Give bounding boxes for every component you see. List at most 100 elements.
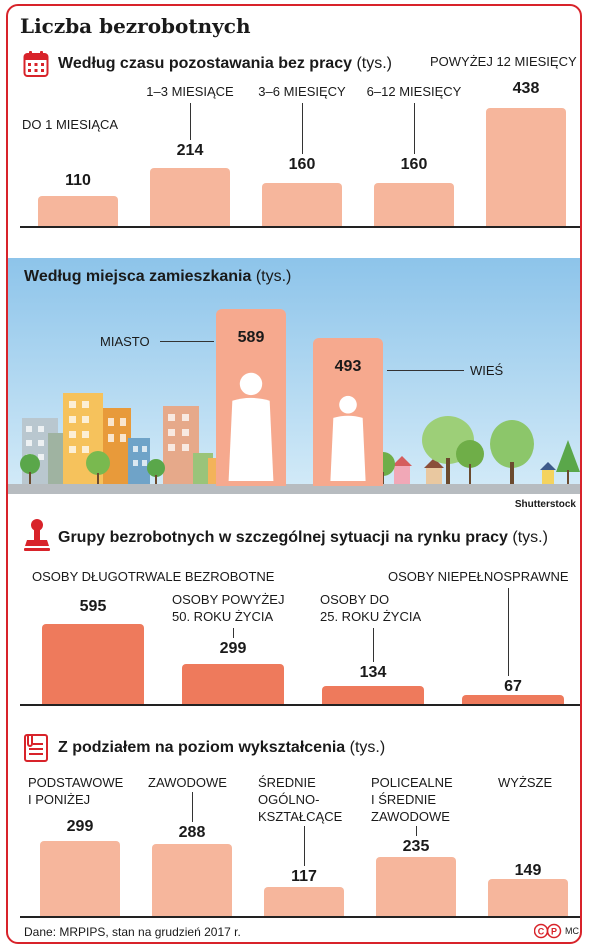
value-label: 438 bbox=[512, 80, 540, 97]
section-title-residence: Według miejsca zamieszkania (tys.) bbox=[24, 268, 291, 286]
category-label-line: 1–3 MIESIĄCE bbox=[146, 84, 234, 99]
category-label: OSOBY POWYŻEJ 50. ROKU ŻYCIA bbox=[172, 591, 372, 625]
value-label: 235 bbox=[402, 838, 430, 855]
calendar-icon bbox=[23, 50, 49, 83]
value-label: 589 bbox=[237, 329, 265, 346]
category-label: WYŻSZE bbox=[498, 774, 580, 791]
leader-line bbox=[387, 370, 464, 371]
category-label-line: OGÓLNO- bbox=[258, 792, 320, 807]
bar bbox=[486, 108, 566, 226]
category-label-line: 50. ROKU ŻYCIA bbox=[172, 609, 274, 624]
category-label-line: 25. ROKU ŻYCIA bbox=[320, 609, 422, 624]
bar bbox=[264, 887, 344, 916]
city-illustration bbox=[8, 258, 580, 494]
category-label-line: 3–6 MIESIĘCY bbox=[258, 84, 346, 99]
leader-line bbox=[416, 826, 417, 836]
leader-line bbox=[160, 341, 214, 342]
source-note: Dane: MRPIPS, stan na grudzień 2017 r. bbox=[24, 925, 241, 939]
baseline bbox=[20, 226, 580, 228]
leader-line bbox=[414, 103, 415, 154]
value-label: 160 bbox=[288, 156, 316, 173]
section-title-groups: Grupy bezrobotnych w szczególnej sytuacj… bbox=[58, 529, 548, 547]
baseline bbox=[20, 704, 580, 706]
leader-line bbox=[373, 628, 374, 662]
category-label: 6–12 MIESIĘCY bbox=[354, 83, 474, 100]
section-title-text: Według miejsca zamieszkania bbox=[24, 268, 252, 285]
value-label: 160 bbox=[400, 156, 428, 173]
category-label: PODSTAWOWE I PONIŻEJ bbox=[28, 774, 148, 808]
section-title-education: Z podziałem na poziom wykształcenia (tys… bbox=[58, 739, 385, 757]
value-label: 214 bbox=[176, 142, 204, 159]
category-label-line: 6–12 MIESIĘCY bbox=[366, 84, 462, 99]
category-label-line: PODSTAWOWE bbox=[28, 775, 124, 790]
value-label: 134 bbox=[359, 664, 387, 681]
leader-line bbox=[302, 103, 303, 154]
bar bbox=[38, 196, 118, 226]
bar bbox=[182, 664, 284, 704]
unit-label: (tys.) bbox=[349, 739, 386, 756]
bar bbox=[40, 841, 120, 916]
unit-label: (tys.) bbox=[356, 55, 392, 72]
category-label: 3–6 MIESIĘCY bbox=[242, 83, 362, 100]
bar bbox=[262, 183, 342, 226]
bar bbox=[322, 686, 424, 704]
category-label-line: OSOBY DO bbox=[320, 592, 390, 607]
category-label: ŚREDNIE OGÓLNO- KSZTAŁCĄCE bbox=[258, 774, 378, 825]
section-title-text: Grupy bezrobotnych w szczególnej sytuacj… bbox=[58, 529, 508, 546]
value-label: 299 bbox=[219, 640, 247, 657]
infographic-frame: Liczba bezrobotnych Według czasu pozosta… bbox=[6, 4, 582, 944]
leader-line bbox=[190, 103, 191, 140]
leader-line bbox=[233, 628, 234, 638]
section-title-text: Według czasu pozostawania bez pracy bbox=[58, 55, 352, 72]
bar bbox=[150, 168, 230, 226]
person-icon bbox=[330, 395, 366, 481]
category-label: WIEŚ bbox=[470, 363, 504, 378]
category-label-line: OSOBY POWYŻEJ bbox=[172, 592, 285, 607]
copyright-mark: C P bbox=[533, 923, 562, 939]
bar bbox=[152, 844, 232, 916]
bar bbox=[462, 695, 564, 704]
category-label: OSOBY DŁUGOTRWALE BEZROBOTNE bbox=[32, 568, 275, 585]
category-label-line: ZAWODOWE bbox=[148, 775, 227, 790]
category-label-line: I PONIŻEJ bbox=[28, 792, 91, 807]
svg-text:P: P bbox=[551, 927, 557, 937]
svg-text:C: C bbox=[538, 927, 545, 937]
unit-label: (tys.) bbox=[255, 268, 292, 285]
category-label-line: I ŚREDNIE bbox=[371, 792, 437, 807]
category-label: OSOBY NIEPEŁNOSPRAWNE bbox=[388, 568, 580, 585]
category-label: ZAWODOWE bbox=[148, 774, 268, 791]
value-label: 67 bbox=[504, 678, 522, 695]
value-label: 299 bbox=[66, 818, 94, 835]
stamp-icon bbox=[22, 518, 52, 557]
author-initials: MC bbox=[565, 926, 579, 936]
category-label: OSOBY DO 25. ROKU ŻYCIA bbox=[320, 591, 520, 625]
category-label: POLICEALNE I ŚREDNIE ZAWODOWE bbox=[371, 774, 491, 825]
category-label-line: POWYŻEJ 12 MIESIĘCY bbox=[430, 54, 577, 69]
value-label: 288 bbox=[178, 824, 206, 841]
leader-line bbox=[508, 588, 509, 676]
section-title-text: Z podziałem na poziom wykształcenia bbox=[58, 739, 346, 756]
photo-credit: Shutterstock bbox=[514, 499, 576, 510]
section-title-duration: Według czasu pozostawania bez pracy (tys… bbox=[58, 55, 392, 73]
category-label-line: OSOBY DŁUGOTRWALE BEZROBOTNE bbox=[32, 569, 275, 584]
leader-line bbox=[192, 792, 193, 822]
bar bbox=[376, 857, 456, 916]
category-label-line: ZAWODOWE bbox=[371, 809, 450, 824]
category-label-line: DO 1 MIESIĄCA bbox=[22, 117, 119, 132]
value-label: 493 bbox=[334, 358, 362, 375]
leader-line bbox=[304, 826, 305, 866]
value-label: 149 bbox=[514, 862, 542, 879]
category-label: POWYŻEJ 12 MIESIĘCY bbox=[430, 53, 580, 70]
document-icon bbox=[23, 732, 49, 767]
category-label-line: OSOBY NIEPEŁNOSPRAWNE bbox=[388, 569, 569, 584]
page-title: Liczba bezrobotnych bbox=[20, 14, 251, 38]
category-label: DO 1 MIESIĄCA bbox=[22, 116, 142, 133]
value-label: 117 bbox=[291, 868, 317, 885]
person-icon bbox=[228, 372, 274, 481]
bar bbox=[488, 879, 568, 916]
unit-label: (tys.) bbox=[512, 529, 548, 546]
category-label-line: WYŻSZE bbox=[498, 775, 553, 790]
bar bbox=[42, 624, 144, 704]
value-label: 595 bbox=[79, 598, 107, 615]
baseline bbox=[20, 916, 580, 918]
